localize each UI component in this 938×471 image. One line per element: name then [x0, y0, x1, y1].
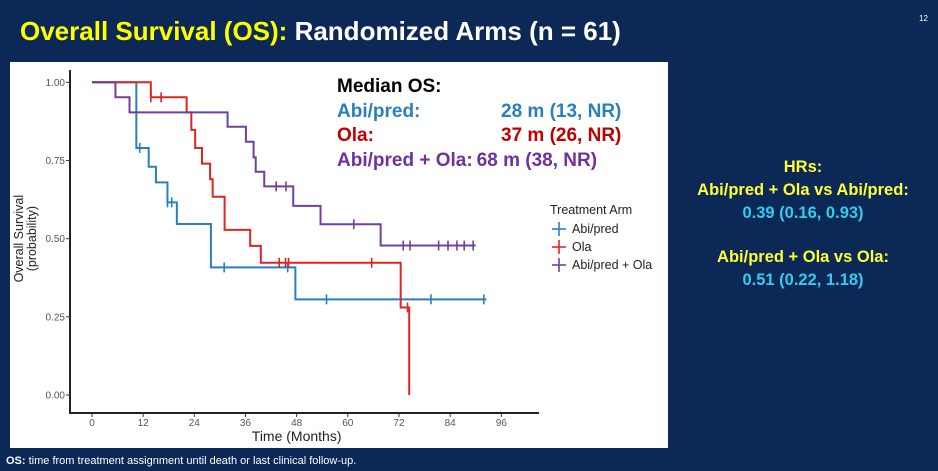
legend-label: Ola [572, 240, 592, 254]
x-tick-label: 0 [89, 418, 95, 429]
slide-title: Overall Survival (OS): Randomized Arms (… [20, 16, 621, 46]
y-tick-label: 1.00 [46, 78, 66, 89]
x-axis-label: Time (Months) [252, 428, 342, 444]
x-tick-label: 36 [240, 418, 252, 429]
x-tick-label: 24 [189, 418, 201, 429]
y-tick-label: 0.50 [46, 234, 66, 245]
km-curve-2 [92, 81, 476, 247]
median-row-abi: Abi/pred: 28 m (13, NR) [337, 100, 622, 122]
x-tick-label: 60 [342, 418, 354, 429]
footnote: OS: time from treatment assignment until… [6, 455, 357, 467]
legend-label: Abi/pred + Ola [572, 258, 652, 272]
y-axis-label: Overall Survival [12, 195, 26, 283]
y-tick-label: 0.25 [46, 312, 66, 323]
km-curve-0 [92, 81, 487, 301]
median-row-combo: Abi/pred + Ola: 68 m (38, NR) [337, 149, 598, 171]
x-tick-label: 72 [393, 418, 405, 429]
slide-number: 12 [919, 14, 928, 23]
legend-title: Treatment Arm [550, 203, 632, 217]
x-tick-label: 12 [138, 418, 150, 429]
chart-panel [10, 62, 668, 448]
x-tick-label: 84 [445, 418, 457, 429]
y-tick-label: 0.75 [46, 156, 66, 167]
legend-label: Abi/pred [572, 222, 619, 236]
hazard-ratios: HRs: Abi/pred + Ola vs Abi/pred: 0.39 (0… [697, 158, 909, 289]
median-os-heading: Median OS: [337, 76, 442, 97]
x-tick-label: 96 [496, 418, 508, 429]
x-tick-label: 48 [291, 418, 303, 429]
y-tick-label: 0.00 [46, 391, 66, 402]
median-os-box: Median OS: Abi/pred: 28 m (13, NR) Ola: 37… [337, 75, 621, 173]
y-axis-label: (probability) [25, 206, 39, 271]
median-row-ola: Ola: 37 m (26, NR) [337, 125, 622, 146]
